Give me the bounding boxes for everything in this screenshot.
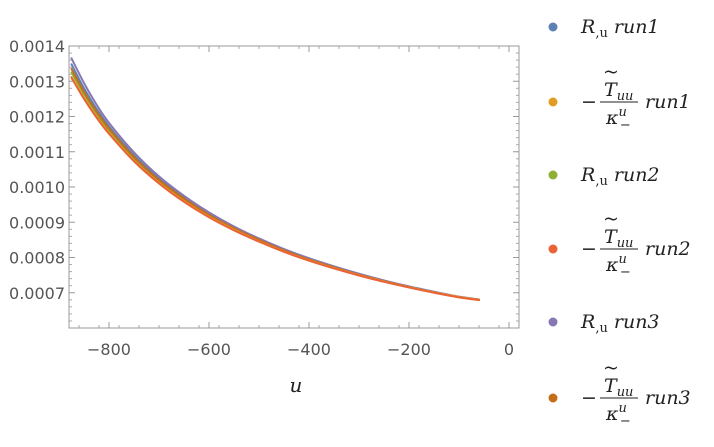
tilde-accent: ~ <box>603 357 619 379</box>
legend-minus: − <box>581 238 597 260</box>
legend-label: R,u run3 <box>580 311 660 336</box>
y-tick-label: 0.0009 <box>9 213 65 232</box>
series-line-6 <box>70 67 480 301</box>
legend-minus: − <box>581 91 597 113</box>
legend-marker <box>548 170 558 180</box>
x-axis-label: u <box>290 373 303 397</box>
y-tick-label: 0.0010 <box>9 178 65 197</box>
legend-marker <box>548 317 558 327</box>
legend-denominator: κu − <box>605 252 631 280</box>
x-tick-label: −400 <box>287 340 331 359</box>
y-tick-label: 0.0012 <box>9 108 65 127</box>
y-tick-label: 0.0013 <box>9 72 65 91</box>
legend-label: R,u run1 <box>580 16 660 41</box>
series-line-3 <box>70 71 480 301</box>
series-line-4 <box>70 76 480 302</box>
legend-numerator: Tuu <box>604 79 633 104</box>
y-tick-label: 0.0007 <box>9 284 65 303</box>
legend-denominator: κu − <box>605 401 631 429</box>
legend-denominator: κu − <box>605 105 631 133</box>
series-line-5 <box>70 57 480 301</box>
x-tick-label: −800 <box>87 340 131 359</box>
legend-minus: − <box>581 387 597 409</box>
y-tick-label: 0.0011 <box>9 143 65 162</box>
legend-marker <box>548 393 558 403</box>
legend-run: run1 <box>645 91 691 113</box>
legend-marker <box>548 22 558 32</box>
tilde-accent: ~ <box>603 208 619 230</box>
legend-numerator: Tuu <box>604 375 633 400</box>
legend-run: run3 <box>645 387 691 409</box>
legend-label: R,u run2 <box>580 164 660 189</box>
y-tick-label: 0.0014 <box>9 37 65 56</box>
x-tick-label: −600 <box>187 340 231 359</box>
legend-run: run2 <box>645 238 691 260</box>
legend-numerator: Tuu <box>604 226 633 251</box>
x-tick-label: −200 <box>387 340 431 359</box>
series-line-1 <box>70 63 480 301</box>
tilde-accent: ~ <box>603 61 619 83</box>
y-tick-label: 0.0008 <box>9 249 65 268</box>
legend-marker <box>548 244 558 254</box>
x-tick-label: 0 <box>504 340 514 359</box>
plot-frame <box>68 45 520 329</box>
legend-marker <box>548 97 558 107</box>
series-line-2 <box>70 76 480 301</box>
plot-area: −800 −600 −400 −200 0 0.0007 0.0008 0.0009 0.001… <box>9 37 520 397</box>
